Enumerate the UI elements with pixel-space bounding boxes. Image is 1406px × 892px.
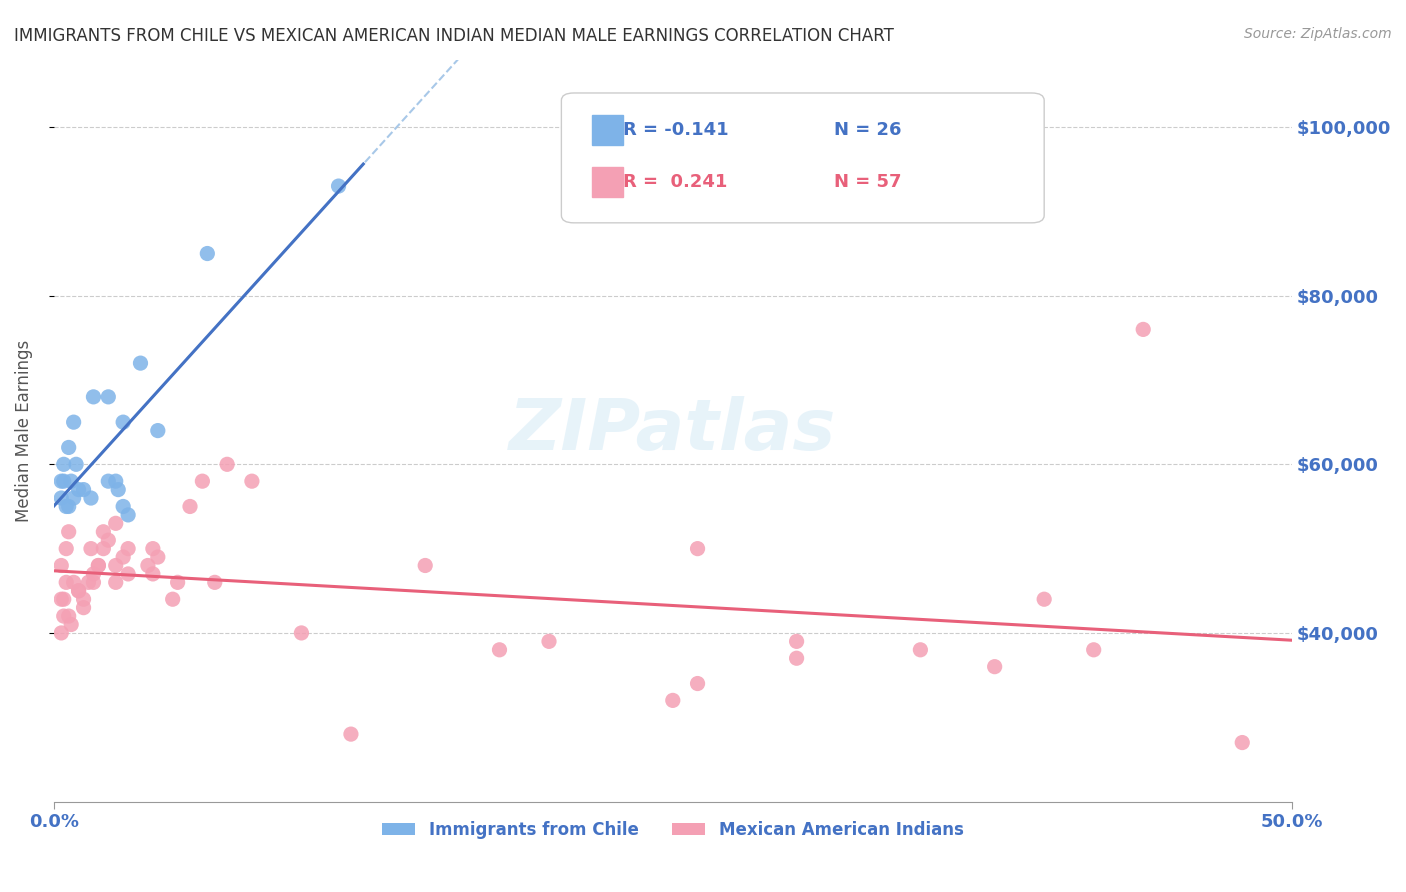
Point bbox=[129, 356, 152, 370]
Point bbox=[97, 533, 120, 548]
Point bbox=[104, 474, 127, 488]
Point bbox=[166, 575, 188, 590]
Point bbox=[82, 566, 104, 581]
Point bbox=[51, 491, 73, 505]
Point bbox=[112, 415, 135, 429]
Point bbox=[413, 558, 436, 573]
Y-axis label: Median Male Earnings: Median Male Earnings bbox=[15, 340, 32, 522]
Point bbox=[146, 424, 169, 438]
FancyBboxPatch shape bbox=[561, 93, 1045, 223]
Point bbox=[87, 558, 110, 573]
Point bbox=[488, 642, 510, 657]
Point bbox=[62, 415, 84, 429]
Text: ZIPatlas: ZIPatlas bbox=[509, 396, 837, 465]
Point bbox=[60, 617, 83, 632]
Point bbox=[786, 651, 808, 665]
Point bbox=[117, 508, 139, 522]
Point bbox=[65, 458, 87, 472]
Point bbox=[58, 609, 80, 624]
Point bbox=[340, 727, 363, 741]
Point bbox=[52, 474, 75, 488]
Text: N = 57: N = 57 bbox=[834, 173, 901, 191]
Point bbox=[51, 592, 73, 607]
Point bbox=[537, 634, 560, 648]
Point bbox=[77, 575, 100, 590]
Point bbox=[51, 558, 73, 573]
Point bbox=[72, 592, 94, 607]
Point bbox=[52, 592, 75, 607]
Point bbox=[786, 634, 808, 648]
Point bbox=[51, 474, 73, 488]
Point bbox=[146, 550, 169, 565]
Bar bbox=[592, 115, 623, 145]
Point bbox=[662, 693, 685, 707]
Point bbox=[204, 575, 226, 590]
Point bbox=[82, 390, 104, 404]
Point bbox=[1083, 642, 1105, 657]
Point bbox=[80, 541, 103, 556]
Point bbox=[686, 541, 709, 556]
Point bbox=[93, 541, 115, 556]
Point bbox=[240, 474, 263, 488]
Point bbox=[80, 491, 103, 505]
Point bbox=[72, 483, 94, 497]
Point bbox=[142, 566, 165, 581]
Point bbox=[162, 592, 184, 607]
Point bbox=[97, 390, 120, 404]
Point bbox=[136, 558, 159, 573]
Point bbox=[93, 524, 115, 539]
Point bbox=[67, 583, 90, 598]
Point bbox=[195, 246, 218, 260]
Point bbox=[55, 541, 77, 556]
Point bbox=[112, 550, 135, 565]
Point bbox=[52, 609, 75, 624]
Point bbox=[58, 524, 80, 539]
Point bbox=[328, 179, 350, 194]
Point bbox=[58, 441, 80, 455]
Point bbox=[117, 541, 139, 556]
Point bbox=[104, 575, 127, 590]
Point bbox=[52, 458, 75, 472]
Point bbox=[55, 575, 77, 590]
Point bbox=[87, 558, 110, 573]
Point bbox=[97, 474, 120, 488]
Point bbox=[107, 483, 129, 497]
Point bbox=[910, 642, 932, 657]
Text: R = -0.141: R = -0.141 bbox=[623, 121, 728, 139]
Point bbox=[51, 626, 73, 640]
Point bbox=[104, 516, 127, 531]
Point bbox=[290, 626, 312, 640]
Text: IMMIGRANTS FROM CHILE VS MEXICAN AMERICAN INDIAN MEDIAN MALE EARNINGS CORRELATIO: IMMIGRANTS FROM CHILE VS MEXICAN AMERICA… bbox=[14, 27, 894, 45]
Point bbox=[62, 575, 84, 590]
Text: Source: ZipAtlas.com: Source: ZipAtlas.com bbox=[1244, 27, 1392, 41]
Point bbox=[179, 500, 201, 514]
Point bbox=[55, 500, 77, 514]
Point bbox=[62, 491, 84, 505]
Point bbox=[1232, 735, 1254, 749]
Bar bbox=[592, 167, 623, 197]
Point bbox=[1132, 322, 1154, 336]
Point bbox=[112, 500, 135, 514]
Point bbox=[67, 583, 90, 598]
Point bbox=[686, 676, 709, 690]
Point bbox=[142, 541, 165, 556]
Point bbox=[104, 558, 127, 573]
Point bbox=[983, 659, 1005, 673]
Point bbox=[191, 474, 214, 488]
Point bbox=[1033, 592, 1056, 607]
Point bbox=[60, 474, 83, 488]
Point bbox=[72, 600, 94, 615]
Point bbox=[58, 500, 80, 514]
Point bbox=[82, 575, 104, 590]
Legend: Immigrants from Chile, Mexican American Indians: Immigrants from Chile, Mexican American … bbox=[375, 814, 970, 846]
Point bbox=[117, 566, 139, 581]
Point bbox=[217, 458, 239, 472]
Text: N = 26: N = 26 bbox=[834, 121, 901, 139]
Point bbox=[67, 483, 90, 497]
Text: R =  0.241: R = 0.241 bbox=[623, 173, 728, 191]
